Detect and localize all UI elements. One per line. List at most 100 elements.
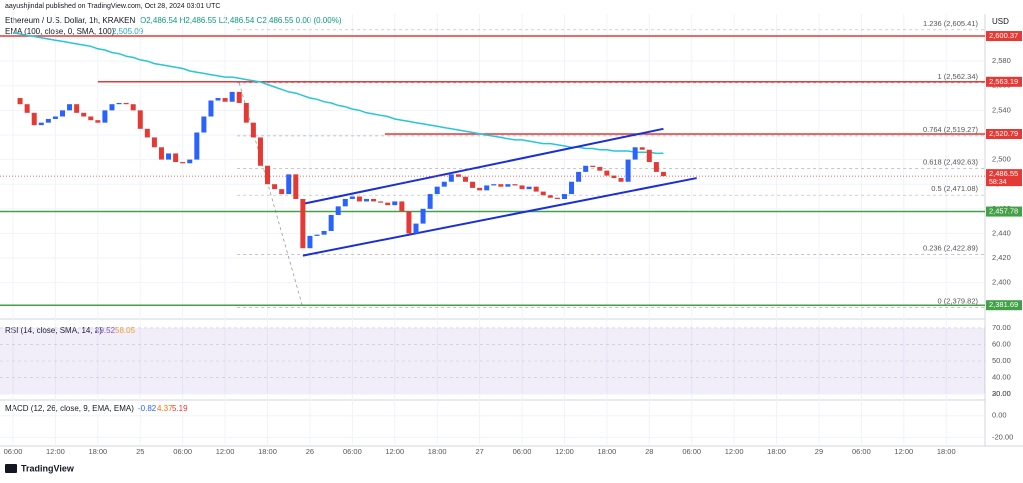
candle-body — [491, 184, 497, 186]
candle-body — [427, 194, 433, 209]
x-tick-label: 06:00 — [852, 447, 871, 456]
candle-body — [31, 112, 37, 126]
candle-body — [569, 181, 575, 195]
candle-body — [342, 198, 348, 207]
x-tick-label: 06:00 — [4, 447, 23, 456]
macd-value: 4.37 — [157, 404, 173, 413]
candle-body — [470, 181, 476, 188]
macd-value: -0.82 — [138, 404, 157, 413]
candle-body — [130, 104, 136, 111]
candle-body — [74, 104, 80, 113]
x-tick-label: 18:00 — [937, 447, 956, 456]
candle-body — [378, 201, 384, 203]
candle-body — [272, 184, 278, 190]
candle-body — [385, 202, 391, 206]
x-tick-label: 18:00 — [767, 447, 786, 456]
candle-body — [632, 147, 638, 160]
candle-body — [540, 191, 546, 196]
candle-body — [462, 176, 468, 182]
x-tick-label: 12:00 — [555, 447, 574, 456]
candle-body — [17, 98, 23, 105]
candle-body — [392, 201, 398, 206]
x-tick-label: 26 — [306, 447, 314, 456]
candle-body — [158, 147, 164, 160]
candle-body — [81, 112, 87, 117]
rsi-value: 58.05 — [115, 326, 136, 335]
candle-body — [279, 189, 285, 195]
candle-body — [45, 118, 51, 123]
level-tag — [986, 300, 1022, 311]
candle-body — [448, 174, 454, 182]
candle-body — [250, 122, 256, 138]
rsi-tick-label: 40.00 — [992, 373, 1011, 382]
candle-body — [293, 174, 299, 199]
channel-line — [302, 177, 697, 257]
candle-body — [144, 128, 150, 138]
candle-body — [505, 184, 511, 187]
candle-body — [151, 137, 157, 148]
x-tick-label: 06:00 — [513, 447, 532, 456]
candle-body — [38, 122, 44, 126]
candle-body — [102, 110, 108, 123]
ema-label: EMA (100, close, 0, SMA, 100) — [5, 27, 115, 36]
candle-body — [67, 104, 73, 111]
y-tick-label: 2,400 — [992, 278, 1011, 287]
x-tick-label: 12:00 — [385, 447, 404, 456]
candle-body — [611, 175, 617, 179]
candle-body — [109, 104, 115, 111]
candle-body — [300, 198, 306, 249]
macd-tick-label: 20.00 — [992, 389, 1011, 398]
candle-body — [512, 184, 518, 186]
candle-body — [371, 198, 377, 202]
logo — [5, 464, 17, 473]
fib-label: 0.764 (2,519.27) — [923, 125, 979, 134]
x-tick-label: 12:00 — [894, 447, 913, 456]
candle-body — [498, 184, 504, 187]
candle-body — [286, 174, 292, 195]
candle-body — [653, 162, 659, 172]
x-tick-label: 18:00 — [597, 447, 616, 456]
candle-body — [434, 186, 440, 195]
candle-body — [576, 171, 582, 182]
level-tag — [986, 31, 1022, 42]
rsi-tick-label: 30.00 — [992, 389, 1011, 398]
candle-body — [187, 159, 193, 164]
candle-body — [335, 206, 341, 215]
y-tick-label: 2,580 — [992, 56, 1011, 65]
candle-body — [229, 91, 235, 102]
candle-body — [116, 102, 122, 105]
macd-value: 5.19 — [172, 404, 188, 413]
x-tick-label: 25 — [136, 447, 144, 456]
candle-body — [166, 153, 172, 160]
candle-body — [406, 211, 412, 234]
macd-tick-label: 0.00 — [992, 411, 1007, 420]
x-tick-label: 18:00 — [428, 447, 447, 456]
y-tick-label: 2,500 — [992, 155, 1011, 164]
candle-body — [420, 208, 426, 224]
candle-body — [307, 235, 313, 249]
candle-body — [455, 174, 461, 177]
level-tag — [986, 128, 1022, 139]
candle-body — [88, 116, 94, 121]
level-tag — [986, 76, 1022, 87]
x-tick-label: 28 — [645, 447, 653, 456]
candle-body — [547, 195, 553, 198]
x-tick-label: 06:00 — [682, 447, 701, 456]
candle-body — [24, 104, 30, 113]
candle-body — [243, 102, 249, 123]
rsi-value: 49.52 — [95, 326, 116, 335]
ema-line — [12, 32, 664, 155]
candle-body — [646, 149, 652, 163]
candle-body — [590, 165, 596, 167]
candle-body — [257, 137, 263, 166]
candle-body — [604, 170, 610, 176]
x-tick-label: 18:00 — [258, 447, 277, 456]
candle-body — [583, 165, 589, 172]
rsi-tick-label: 50.00 — [992, 356, 1011, 365]
candle-body — [413, 223, 419, 234]
candle-body — [59, 110, 65, 117]
fib-label: 1.236 (2,605.41) — [923, 19, 979, 28]
candle-body — [265, 165, 271, 185]
symbol: Ethereum / U.S. Dollar, 1h, KRAKEN — [5, 16, 135, 25]
level-label: 2,457.78 — [989, 207, 1018, 216]
